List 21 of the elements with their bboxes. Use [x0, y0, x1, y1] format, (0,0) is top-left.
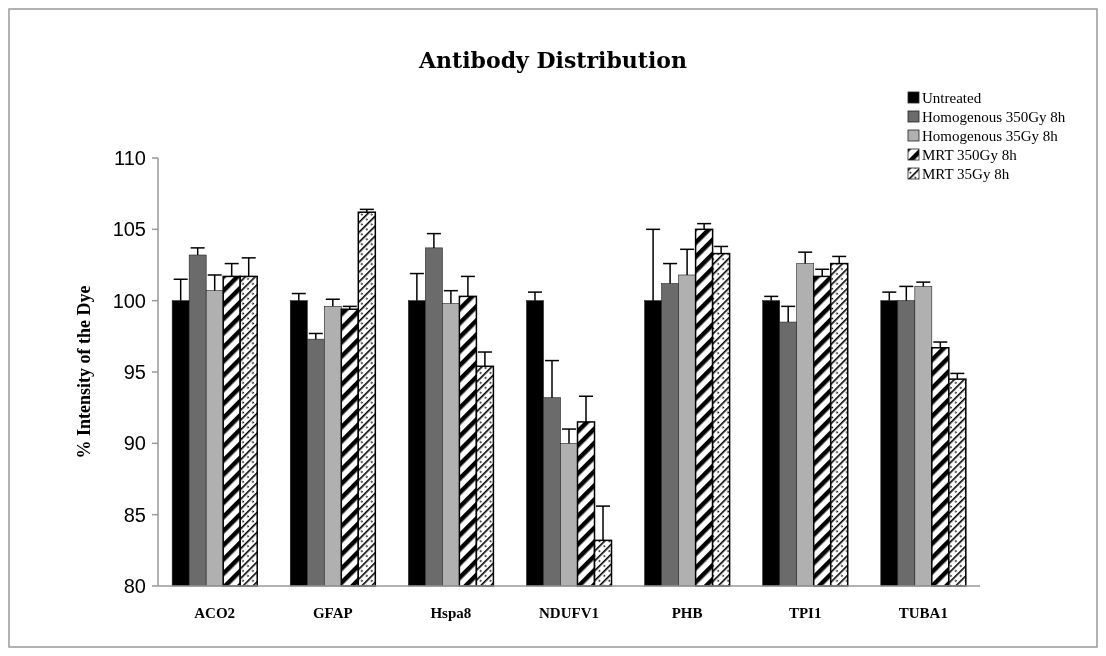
y-axis-title: % Intensity of the Dye	[74, 285, 94, 459]
x-tick-label: GFAP	[312, 605, 353, 621]
x-tick-label: ACO2	[194, 605, 236, 621]
legend-label: Homogenous 350Gy 8h	[922, 109, 1066, 125]
y-tick-label: 80	[123, 575, 146, 597]
legend-label: Homogenous 35Gy 8h	[922, 128, 1059, 144]
legend-label: MRT 35Gy 8h	[922, 166, 1010, 182]
x-tick-label: TPI1	[788, 605, 822, 621]
x-tick-label: NDUFV1	[539, 605, 599, 621]
x-tick-label: PHB	[671, 605, 703, 621]
y-tick-label: 85	[123, 503, 146, 526]
legend-label: Untreated	[922, 90, 982, 106]
y-tick-label: 110	[114, 147, 146, 169]
y-tick-label: 100	[112, 289, 146, 312]
y-tick-label: 95	[123, 361, 146, 383]
x-tick-label: TUBA1	[898, 605, 948, 621]
y-tick-label: 105	[112, 218, 146, 241]
legend-label: MRT 350Gy 8h	[922, 147, 1018, 163]
y-tick-label: 90	[123, 432, 146, 455]
chart-title: Antibody Distribution	[418, 47, 687, 73]
x-tick-label: Hspa8	[430, 605, 472, 621]
